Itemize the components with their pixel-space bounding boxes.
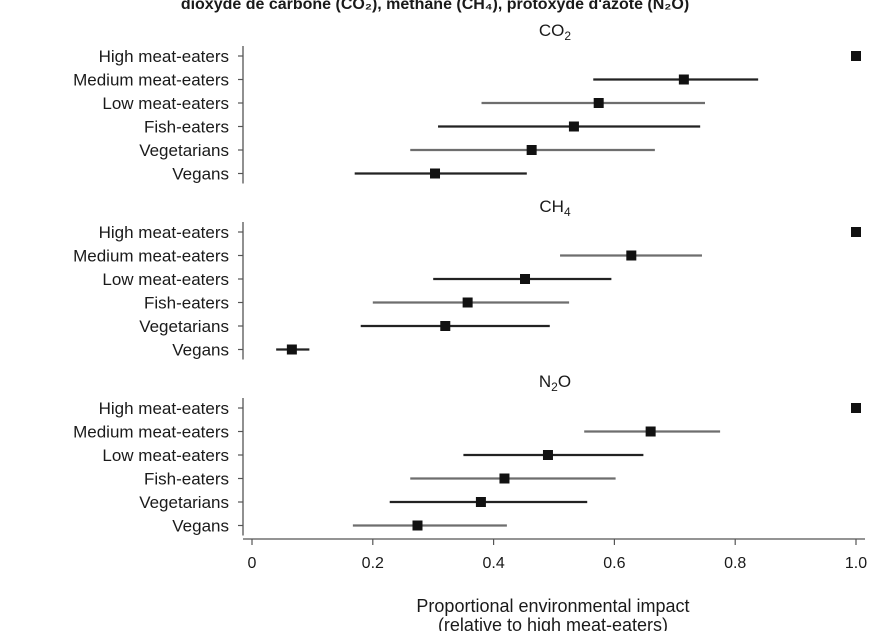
data-point [412, 520, 423, 531]
panel-3: N2O High meat-eaters Medium meat-eaters Low… [73, 372, 861, 536]
data-point [462, 297, 473, 308]
x-tick-label: 0.6 [603, 555, 625, 572]
panel-title-subscript: 4 [564, 205, 571, 219]
data-point [851, 403, 861, 413]
category-label: High meat-eaters [99, 223, 229, 242]
panel-title-main: CH [539, 197, 564, 216]
panel-1: CO2 High meat-eaters Medium meat-eaters Low… [73, 21, 861, 184]
category-label: Vegans [172, 341, 229, 360]
category-label: High meat-eaters [99, 47, 229, 66]
data-point [568, 121, 579, 132]
category-label: Vegans [172, 517, 229, 536]
category-label: Vegetarians [139, 141, 229, 160]
data-point [678, 74, 689, 85]
data-point [286, 344, 297, 355]
panel-title-suffix: O [558, 372, 571, 391]
category-label: Fish-eaters [144, 118, 229, 137]
data-point [475, 497, 486, 507]
panel-title-subscript: 2 [564, 29, 571, 43]
panel-title-subscript: 2 [551, 380, 558, 394]
x-tick-label: 0.2 [362, 555, 384, 572]
data-point [542, 450, 553, 460]
x-tick-label: 0.4 [482, 555, 504, 572]
panel-title-main: CO [539, 21, 565, 40]
panel-title: N2O [539, 372, 571, 394]
data-point [430, 168, 441, 179]
data-point [645, 426, 656, 437]
x-tick-label: 1.0 [845, 555, 867, 572]
data-point [520, 274, 531, 284]
category-label: High meat-eaters [99, 399, 229, 418]
category-label: Vegetarians [139, 493, 229, 512]
x-axis-title-line1: Proportional environmental impact [416, 596, 689, 616]
panel-title: CH4 [539, 197, 571, 219]
data-point [526, 145, 537, 155]
chart-title: dioxyde de carbone (CO₂), méthane (CH₄),… [181, 0, 689, 13]
category-label: Fish-eaters [144, 470, 229, 489]
data-point [851, 227, 861, 237]
category-label: Low meat-eaters [102, 94, 229, 113]
data-point [626, 250, 637, 261]
category-label: Low meat-eaters [102, 446, 229, 465]
x-tick-label: 0.8 [724, 555, 746, 572]
x-axis-title-line2: (relative to high meat-eaters) [438, 615, 668, 631]
category-label: Medium meat-eaters [73, 247, 229, 266]
data-point [851, 51, 861, 61]
category-label: Medium meat-eaters [73, 423, 229, 442]
data-point [593, 98, 604, 108]
panel-title: CO2 [539, 21, 572, 43]
category-label: Medium meat-eaters [73, 71, 229, 90]
panel-2: CH4 High meat-eaters Medium meat-eaters Low… [73, 197, 861, 360]
category-label: Fish-eaters [144, 294, 229, 313]
data-point [440, 321, 451, 331]
x-axis: 0 0.2 0.4 0.6 0.8 1.0 [243, 538, 867, 572]
data-point [499, 473, 510, 484]
category-label: Low meat-eaters [102, 270, 229, 289]
panel-title-main: N [539, 372, 551, 391]
x-tick-label: 0 [248, 555, 257, 572]
category-label: Vegans [172, 165, 229, 184]
category-label: Vegetarians [139, 317, 229, 336]
